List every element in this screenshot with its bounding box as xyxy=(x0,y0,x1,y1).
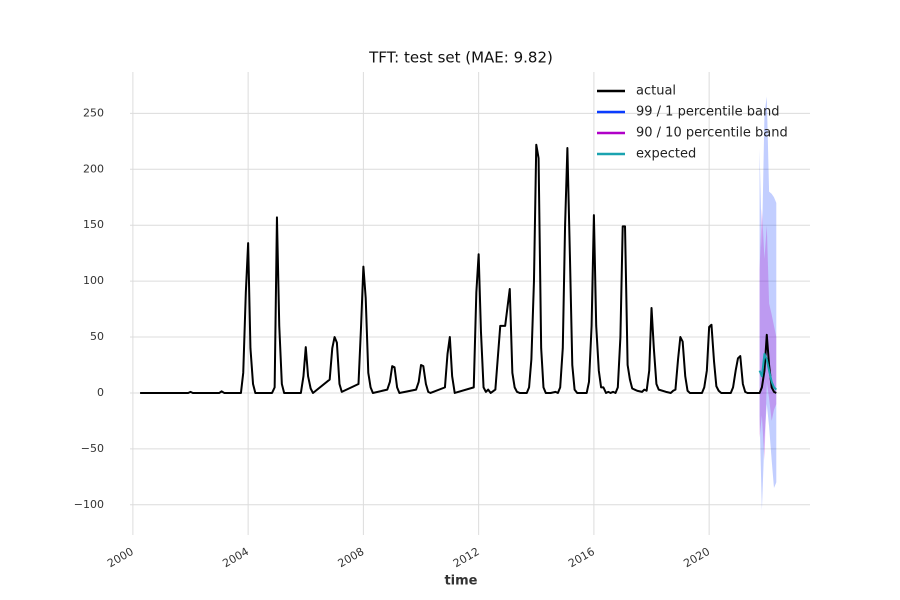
x-tick-label: 2004 xyxy=(220,545,251,570)
y-tick-label: 200 xyxy=(83,162,104,175)
percentile-band xyxy=(759,96,777,511)
y-tick-label: −50 xyxy=(81,442,104,455)
series-line xyxy=(758,352,777,391)
legend-label: 90 / 10 percentile band xyxy=(636,126,788,141)
grid xyxy=(130,72,810,535)
y-tick-label: 250 xyxy=(83,106,104,119)
legend-label: actual xyxy=(636,84,676,99)
x-tick-label: 2000 xyxy=(105,545,136,570)
percentile-band xyxy=(759,208,777,461)
series-line xyxy=(140,143,777,394)
y-tick-label: 150 xyxy=(83,218,104,231)
y-tick-label: 50 xyxy=(90,330,104,343)
x-tick-label: 2016 xyxy=(566,545,597,570)
y-tick-label: −100 xyxy=(74,498,104,511)
legend: actual 99 / 1 percentile band 90 / 10 perc… xyxy=(597,84,788,162)
chart-title: TFT: test set (MAE: 9.82) xyxy=(368,49,553,67)
y-tick-label: 100 xyxy=(83,274,104,287)
legend-label: 99 / 1 percentile band xyxy=(636,105,779,120)
x-tick-label: 2020 xyxy=(681,545,712,570)
legend-label: expected xyxy=(636,147,696,162)
x-axis-label: time xyxy=(444,574,477,589)
y-tick-label: 0 xyxy=(97,386,104,399)
x-tick-label: 2008 xyxy=(336,545,367,570)
x-tick-label: 2012 xyxy=(451,545,482,570)
